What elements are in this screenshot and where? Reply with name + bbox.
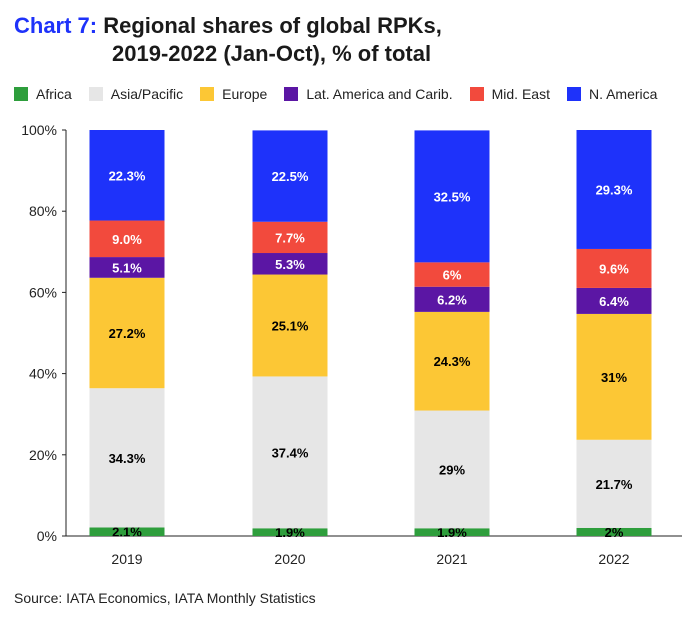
bar-segment-asia-pacific-2022 <box>576 439 652 528</box>
y-tick-label: 100% <box>21 122 57 138</box>
data-label: 5.1% <box>112 260 142 275</box>
y-tick-label: 60% <box>29 284 57 300</box>
data-label: 6.4% <box>599 294 629 309</box>
bar-segment-asia-pacific-2021 <box>414 410 490 529</box>
legend-item-5: N. America <box>566 86 658 102</box>
legend-label: Mid. East <box>491 86 550 102</box>
source-note: Source: IATA Economics, IATA Monthly Sta… <box>14 590 316 606</box>
legend-item-3: Lat. America and Carib. <box>284 86 453 102</box>
bar-segment-n-america-2019 <box>89 130 165 221</box>
legend-label: Europe <box>222 86 268 102</box>
bar-segment-europe-2022 <box>576 313 652 440</box>
data-label: 9.0% <box>112 232 142 247</box>
bar-segment-mid-east-2020 <box>252 221 328 254</box>
bar-segment-n-america-2022 <box>576 130 652 249</box>
legend-label: Lat. America and Carib. <box>306 86 453 102</box>
bar-segment-n-america-2020 <box>252 130 328 222</box>
bar-segment-lat-america-and-carib--2021 <box>414 286 490 312</box>
bar-segment-europe-2021 <box>414 311 490 411</box>
legend-swatch <box>284 87 299 101</box>
bar-segment-mid-east-2022 <box>576 248 652 288</box>
data-label: 24.3% <box>434 354 471 369</box>
data-label: 22.3% <box>109 168 146 183</box>
legend-item-1: Asia/Pacific <box>88 86 184 102</box>
data-label: 34.3% <box>109 451 146 466</box>
legend-label: N. America <box>588 86 658 102</box>
data-label: 1.9% <box>275 525 305 540</box>
legend-label: Africa <box>36 86 72 102</box>
data-label: 1.9% <box>437 525 467 540</box>
data-label: 27.2% <box>109 326 146 341</box>
bar-segment-n-america-2021 <box>414 130 490 263</box>
data-label: 9.6% <box>599 261 629 276</box>
data-label: 25.1% <box>272 318 309 333</box>
bar-segment-lat-america-and-carib--2019 <box>89 257 165 278</box>
data-label: 5.3% <box>275 257 305 272</box>
legend-swatch <box>200 87 215 101</box>
bar-segment-asia-pacific-2020 <box>252 376 328 529</box>
data-label: 2.1% <box>112 525 142 540</box>
bar-segment-mid-east-2019 <box>89 220 165 258</box>
bar-segment-lat-america-and-carib--2020 <box>252 253 328 275</box>
chart-title-line2: 2019-2022 (Jan-Oct), % of total <box>112 41 432 66</box>
y-tick-label: 20% <box>29 447 57 463</box>
chart-title-line1: Regional shares of global RPKs, <box>103 13 442 38</box>
data-label: 29.3% <box>596 182 633 197</box>
data-label: 2% <box>605 525 624 540</box>
data-label: 6.2% <box>437 292 467 307</box>
bar-segment-lat-america-and-carib--2022 <box>576 287 652 314</box>
legend-swatch <box>566 87 581 101</box>
chart-title-prefix: Chart 7: <box>14 13 98 38</box>
y-tick-label: 0% <box>37 528 57 544</box>
data-label: 31% <box>601 370 627 385</box>
legend-item-4: Mid. East <box>469 86 550 102</box>
legend-swatch <box>14 87 28 101</box>
legend-swatch <box>469 87 484 101</box>
data-label: 21.7% <box>596 477 633 492</box>
data-label: 37.4% <box>272 445 309 460</box>
bar-segment-europe-2020 <box>252 274 328 377</box>
data-label: 7.7% <box>275 230 305 245</box>
y-tick-label: 40% <box>29 366 57 382</box>
legend-item-0: Africa <box>14 86 72 102</box>
data-label: 22.5% <box>272 169 309 184</box>
bar-segment-africa-2019 <box>89 527 165 536</box>
data-label: 29% <box>439 462 465 477</box>
legend-label: Asia/Pacific <box>110 86 184 102</box>
bar-segment-africa-2021 <box>414 528 490 536</box>
legend-swatch <box>88 87 103 101</box>
x-tick-label: 2019 <box>111 551 142 567</box>
legend-item-2: Europe <box>200 86 267 102</box>
bar-segment-africa-2022 <box>576 527 652 536</box>
y-tick-label: 80% <box>29 203 57 219</box>
bar-segment-mid-east-2021 <box>414 262 490 287</box>
bar-segment-europe-2019 <box>89 277 165 389</box>
x-tick-label: 2020 <box>274 551 305 567</box>
x-tick-label: 2021 <box>436 551 467 567</box>
bar-segment-asia-pacific-2019 <box>89 388 165 528</box>
data-label: 32.5% <box>434 189 471 204</box>
bar-segment-africa-2020 <box>252 528 328 536</box>
chart-title: Chart 7: Regional shares of global RPKs,… <box>14 12 442 68</box>
data-label: 6% <box>443 268 462 283</box>
chart-legend: Africa Asia/Pacific Europe Lat. America and… <box>14 86 683 102</box>
x-tick-label: 2022 <box>598 551 629 567</box>
